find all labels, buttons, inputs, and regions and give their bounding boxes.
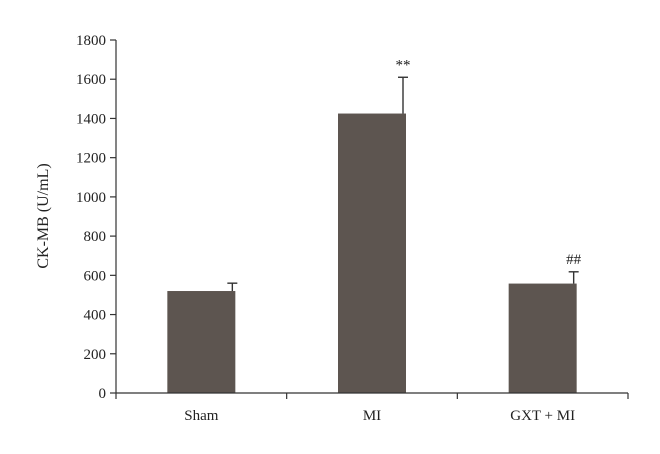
y-tick-label: 600 [84, 268, 107, 284]
x-category-label: GXT + MI [510, 408, 575, 424]
x-category-label: Sham [184, 408, 219, 424]
y-axis: 0 200 400 600 800 1000 1200 1400 1600 1800 [76, 33, 629, 402]
x-category-label: MI [363, 408, 381, 424]
bar-mi [338, 113, 406, 394]
y-tick-label: 1000 [76, 190, 106, 206]
significance-label: ## [566, 252, 582, 268]
bars [167, 113, 577, 394]
y-tick-label: 1200 [76, 151, 106, 167]
y-tick-label: 1600 [76, 72, 106, 88]
y-tick-label: 400 [84, 308, 107, 324]
bar-gxt-mi [508, 283, 577, 393]
y-tick-label: 0 [99, 386, 107, 402]
y-tick-label: 200 [84, 347, 107, 363]
x-axis-labels: Sham MI GXT + MI [184, 408, 575, 424]
significance-label: ** [396, 57, 411, 73]
error-bars [227, 76, 579, 292]
significance-annotations: ** ## [396, 57, 582, 268]
bar-sham [167, 291, 236, 393]
y-tick-label: 1800 [76, 33, 106, 49]
y-axis-title: CK-MB (U/mL) [35, 163, 52, 268]
y-tick-label: 800 [84, 229, 107, 245]
y-tick-label: 1400 [76, 111, 106, 127]
